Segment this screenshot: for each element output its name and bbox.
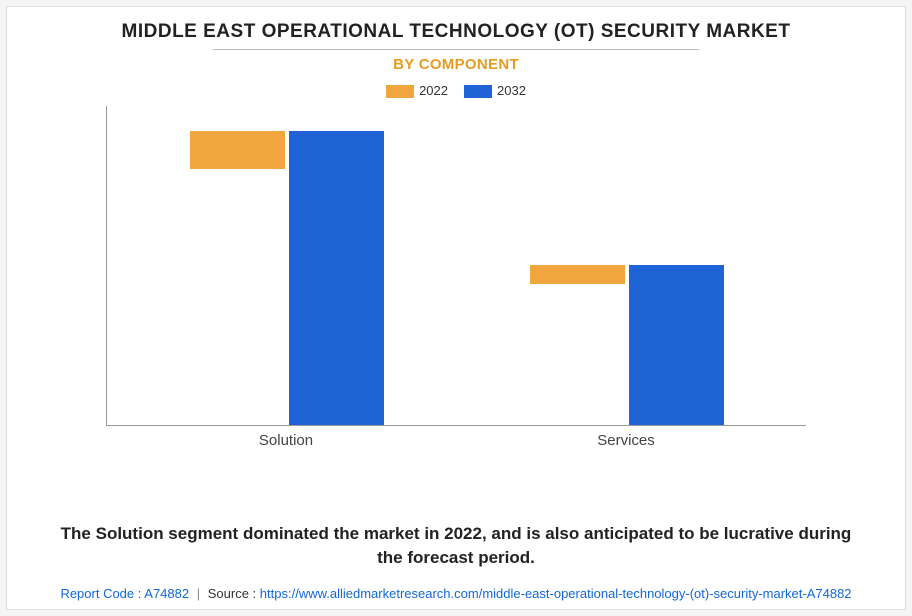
bar-group-services xyxy=(497,265,757,425)
footer: Report Code : A74882 | Source : https://… xyxy=(15,584,897,604)
bar-solution-2032 xyxy=(289,131,384,425)
bar-services-2022 xyxy=(530,265,625,284)
x-label-solution: Solution xyxy=(156,432,416,449)
legend: 2022 2032 xyxy=(15,83,897,98)
legend-item-2022: 2022 xyxy=(386,83,448,98)
source-url: https://www.alliedmarketresearch.com/mid… xyxy=(260,586,852,601)
legend-label-2032: 2032 xyxy=(497,83,526,98)
legend-label-2022: 2022 xyxy=(419,83,448,98)
bar-solution-2022 xyxy=(190,131,285,169)
chart-card: MIDDLE EAST OPERATIONAL TECHNOLOGY (OT) … xyxy=(6,6,906,610)
legend-item-2032: 2032 xyxy=(464,83,526,98)
x-label-services: Services xyxy=(496,432,756,449)
plot xyxy=(106,106,806,426)
report-code-value: A74882 xyxy=(144,586,189,601)
x-axis-labels: Solution Services xyxy=(106,432,806,449)
chart-caption: The Solution segment dominated the marke… xyxy=(15,522,897,570)
source-label: Source : xyxy=(208,586,256,601)
title-rule xyxy=(213,49,698,50)
chart-area: Solution Services xyxy=(15,106,897,492)
bar-group-solution xyxy=(157,131,417,425)
legend-swatch-2032 xyxy=(464,85,492,98)
chart-subtitle: BY COMPONENT xyxy=(15,56,897,73)
bar-services-2032 xyxy=(629,265,724,425)
chart-title: MIDDLE EAST OPERATIONAL TECHNOLOGY (OT) … xyxy=(15,21,897,43)
legend-swatch-2022 xyxy=(386,85,414,98)
footer-separator: | xyxy=(197,586,200,601)
report-code-label: Report Code : xyxy=(60,586,141,601)
